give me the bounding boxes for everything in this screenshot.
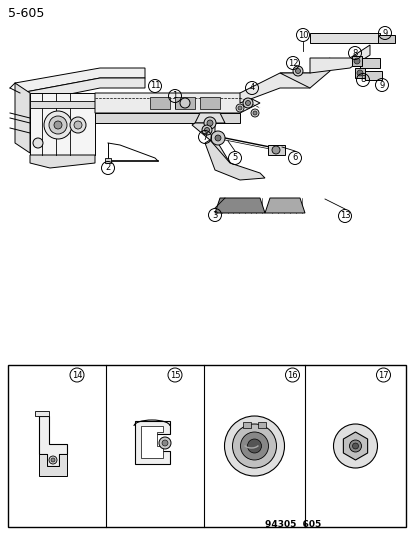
Circle shape (349, 440, 361, 452)
Text: 10: 10 (297, 30, 308, 39)
Circle shape (74, 121, 82, 129)
Circle shape (247, 439, 261, 453)
Circle shape (202, 125, 211, 135)
Circle shape (252, 111, 256, 115)
Polygon shape (105, 158, 111, 163)
Polygon shape (214, 198, 264, 213)
Circle shape (54, 121, 62, 129)
Circle shape (271, 146, 279, 154)
Circle shape (204, 117, 216, 129)
Polygon shape (175, 97, 195, 109)
Polygon shape (359, 58, 379, 68)
Text: 5: 5 (232, 154, 237, 163)
Circle shape (180, 98, 190, 108)
Text: 16: 16 (287, 370, 297, 379)
Polygon shape (309, 45, 369, 73)
Polygon shape (20, 78, 145, 103)
Circle shape (351, 443, 358, 449)
Circle shape (51, 458, 55, 462)
Bar (354, 68, 364, 78)
Bar (351, 56, 361, 66)
Text: 3: 3 (212, 211, 217, 220)
Circle shape (206, 120, 212, 126)
Bar (257, 422, 266, 429)
Polygon shape (195, 113, 224, 123)
Circle shape (70, 117, 86, 133)
Circle shape (353, 58, 359, 64)
Polygon shape (135, 421, 170, 464)
Circle shape (49, 116, 67, 134)
Circle shape (292, 66, 302, 76)
Polygon shape (30, 93, 95, 155)
Polygon shape (267, 145, 284, 155)
Polygon shape (141, 426, 163, 458)
Circle shape (237, 106, 242, 110)
Polygon shape (279, 58, 329, 88)
Text: 17: 17 (377, 370, 388, 379)
Text: 14: 14 (71, 370, 82, 379)
Polygon shape (150, 97, 170, 109)
Text: 2: 2 (105, 164, 110, 173)
Text: 4: 4 (249, 84, 254, 93)
Text: 11: 11 (150, 82, 160, 91)
Polygon shape (15, 68, 145, 93)
Circle shape (224, 416, 284, 476)
Polygon shape (39, 416, 67, 466)
Polygon shape (30, 155, 95, 168)
Circle shape (44, 111, 72, 139)
Circle shape (242, 98, 252, 108)
Circle shape (356, 70, 362, 76)
Circle shape (333, 424, 377, 468)
Polygon shape (35, 411, 49, 416)
Circle shape (240, 432, 268, 460)
Circle shape (33, 138, 43, 148)
Polygon shape (192, 123, 230, 165)
Circle shape (214, 135, 221, 141)
Polygon shape (30, 101, 95, 108)
Polygon shape (342, 432, 367, 460)
Text: 15: 15 (169, 370, 180, 379)
Text: 13: 13 (339, 212, 349, 221)
Bar (8, 365, 405, 527)
Circle shape (232, 424, 276, 468)
Circle shape (295, 69, 300, 74)
Circle shape (245, 101, 250, 106)
Text: 8: 8 (351, 49, 357, 58)
Text: 6: 6 (292, 154, 297, 163)
Polygon shape (39, 454, 67, 476)
Text: 12: 12 (287, 59, 297, 68)
Polygon shape (95, 113, 240, 123)
Polygon shape (240, 73, 309, 103)
Text: 9: 9 (382, 28, 387, 37)
Polygon shape (95, 93, 259, 113)
Circle shape (235, 104, 243, 112)
Text: 8: 8 (359, 76, 365, 85)
Text: 9: 9 (378, 80, 384, 90)
Text: 1: 1 (172, 92, 177, 101)
Polygon shape (199, 97, 219, 109)
Polygon shape (204, 140, 264, 180)
Text: 94305  605: 94305 605 (264, 520, 320, 529)
Circle shape (159, 437, 171, 449)
Circle shape (211, 131, 224, 145)
Polygon shape (264, 198, 304, 213)
Circle shape (204, 127, 209, 133)
Polygon shape (309, 33, 379, 43)
Polygon shape (377, 35, 394, 43)
Circle shape (49, 456, 57, 464)
Text: 7: 7 (202, 133, 207, 141)
Bar (242, 422, 250, 429)
Circle shape (250, 109, 259, 117)
Polygon shape (15, 83, 30, 153)
Circle shape (161, 440, 168, 446)
Text: 5-605: 5-605 (8, 7, 44, 20)
Polygon shape (364, 71, 381, 80)
